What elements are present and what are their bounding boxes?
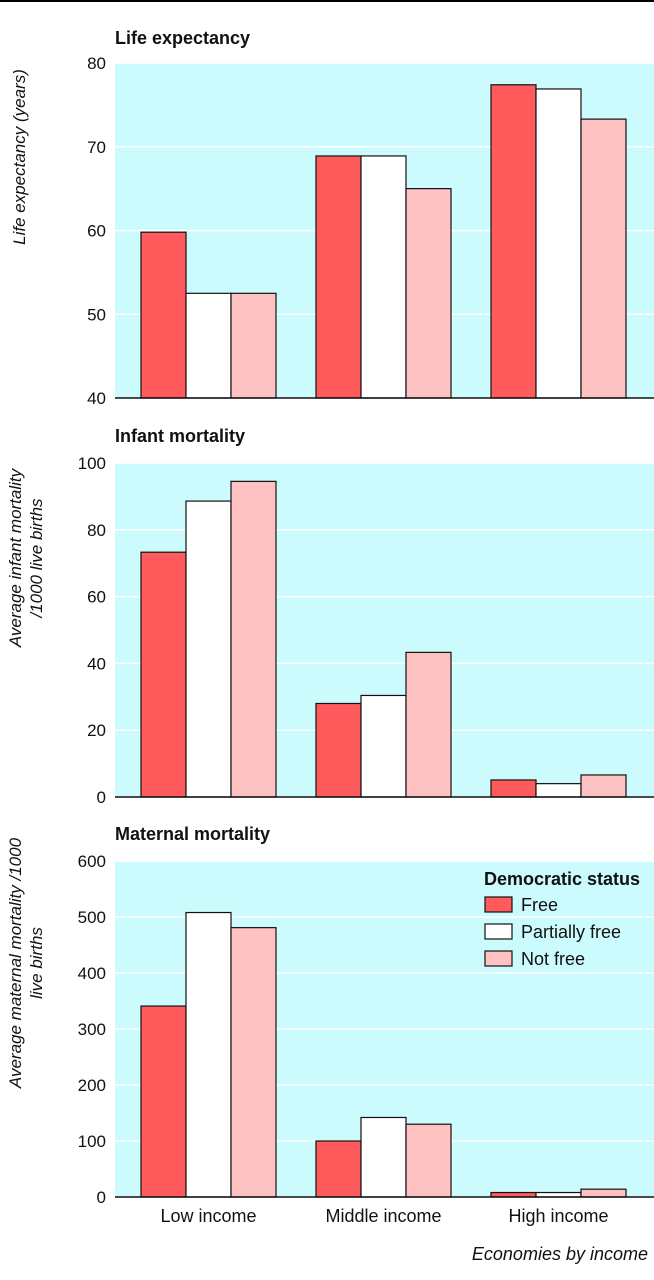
- bar-0-2-0: [490, 84, 537, 399]
- life-expectancy-title: Life expectancy: [115, 28, 251, 48]
- y-tick-label-2-1: 100: [78, 1132, 106, 1151]
- legend-swatch-0: [484, 896, 513, 913]
- legend-item-2: Not free: [521, 949, 585, 969]
- y-tick-label-1-0: 0: [97, 788, 106, 807]
- legend-title: Democratic status: [484, 869, 640, 889]
- bar-0-1-0: [315, 155, 362, 399]
- bar-1-2-1: [535, 783, 582, 798]
- y-tick-label-2-5: 500: [78, 908, 106, 927]
- bar-2-1-2: [405, 1123, 452, 1198]
- legend-swatch-1: [484, 923, 513, 940]
- bar-0-2-2: [580, 118, 627, 399]
- bar-0-0-2: [230, 292, 277, 399]
- bar-0-1-2: [405, 188, 452, 399]
- bar-1-0-0: [140, 551, 187, 798]
- y-tick-label-0-3: 70: [87, 138, 106, 157]
- bar-2-2-2: [580, 1188, 627, 1198]
- infant-mortality-title: Infant mortality: [115, 426, 246, 446]
- bar-1-1-1: [360, 694, 407, 798]
- category-label-2: High income: [508, 1206, 608, 1226]
- bar-1-1-0: [315, 702, 362, 798]
- y-tick-label-0-1: 50: [87, 305, 106, 324]
- bar-1-2-2: [580, 774, 627, 798]
- category-label-0: Low income: [160, 1206, 256, 1226]
- y-tick-label-1-5: 100: [78, 454, 106, 473]
- y-tick-label-1-4: 80: [87, 521, 106, 540]
- y-tick-label-2-4: 400: [78, 964, 106, 983]
- bar-1-0-1: [185, 500, 232, 798]
- legend-item-0: Free: [521, 895, 558, 915]
- bar-2-0-0: [140, 1005, 187, 1198]
- y-tick-label-0-0: 40: [87, 389, 106, 408]
- category-label-1: Middle income: [325, 1206, 441, 1226]
- y-tick-label-2-6: 600: [78, 852, 106, 871]
- bar-2-1-1: [360, 1116, 407, 1198]
- y-tick-label-0-4: 80: [87, 54, 106, 73]
- bar-0-1-1: [360, 155, 407, 399]
- y-tick-label-2-0: 0: [97, 1188, 106, 1207]
- bar-2-0-1: [185, 911, 232, 1198]
- maternal-mortality-title: Maternal mortality: [115, 824, 271, 844]
- bar-0-2-1: [535, 88, 582, 399]
- legend-swatch-2: [484, 950, 513, 967]
- y-tick-label-2-3: 300: [78, 1020, 106, 1039]
- bar-0-0-1: [185, 292, 232, 399]
- bar-1-2-0: [490, 779, 537, 798]
- bar-1-0-2: [230, 480, 277, 798]
- top-rule: [0, 0, 654, 2]
- y-tick-label-1-1: 20: [87, 721, 106, 740]
- bar-2-1-0: [315, 1140, 362, 1198]
- legend-item-1: Partially free: [521, 922, 621, 942]
- y-tick-label-2-2: 200: [78, 1076, 106, 1095]
- y-tick-label-1-3: 60: [87, 588, 106, 607]
- x-axis-label: Economies by income: [471, 1244, 648, 1264]
- y-tick-label-1-2: 40: [87, 654, 106, 673]
- bar-2-0-2: [230, 927, 277, 1198]
- y-tick-label-0-2: 60: [87, 222, 106, 241]
- bar-1-1-2: [405, 651, 452, 798]
- bar-0-0-0: [140, 231, 187, 399]
